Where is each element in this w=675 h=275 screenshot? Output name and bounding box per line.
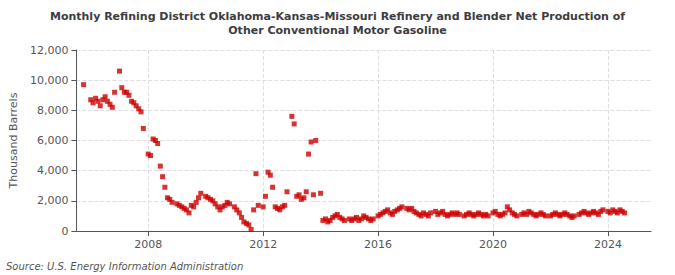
svg-text:6,000: 6,000 [37, 134, 69, 147]
svg-text:2024: 2024 [594, 238, 622, 251]
svg-text:2008: 2008 [134, 238, 162, 251]
svg-text:10,000: 10,000 [30, 74, 69, 87]
svg-text:4,000: 4,000 [37, 164, 69, 177]
svg-text:2016: 2016 [364, 238, 392, 251]
svg-text:Thousand Barrels: Thousand Barrels [7, 92, 20, 189]
svg-text:Source: U.S. Energy Informatio: Source: U.S. Energy Information Administ… [6, 261, 243, 272]
svg-text:2012: 2012 [249, 238, 277, 251]
svg-text:2,000: 2,000 [37, 194, 69, 207]
svg-text:2020: 2020 [479, 238, 507, 251]
svg-text:12,000: 12,000 [30, 44, 69, 57]
svg-text:8,000: 8,000 [37, 104, 69, 117]
svg-text:Monthly Refining District Okla: Monthly Refining District Oklahoma-Kansa… [50, 10, 625, 23]
svg-text:0: 0 [61, 225, 68, 238]
svg-text:Other Conventional Motor Gasol: Other Conventional Motor Gasoline [228, 24, 446, 37]
